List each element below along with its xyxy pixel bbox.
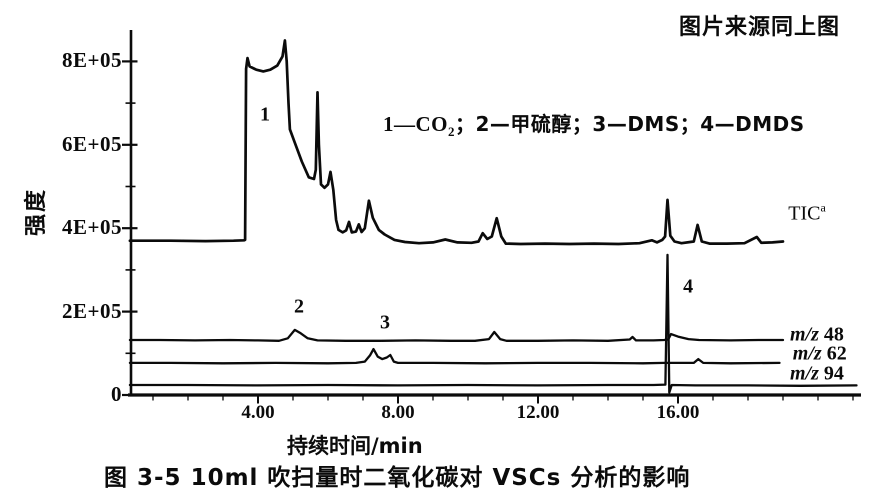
- trace-label-mz94: m/z 94: [790, 363, 844, 386]
- y-tick-label: 4E+05: [62, 215, 122, 240]
- legend-part-post: ；2—甲硫醇；3—DMS；4—DMDS: [455, 112, 805, 136]
- legend-part-pre: 1—CO: [383, 112, 448, 136]
- tic-text: TIC: [788, 202, 821, 225]
- mz-italic: m/z: [790, 323, 819, 346]
- x-tick-label: 8.00: [381, 402, 415, 423]
- mz-number: 62: [826, 342, 847, 365]
- trace-label-mz48: m/z 48: [790, 323, 844, 346]
- mz-number: 94: [823, 362, 844, 385]
- figure-caption: 图 3-5 10ml 吹扫量时二氧化碳对 VSCs 分析的影响: [104, 465, 691, 491]
- legend: 1—CO2；2—甲硫醇；3—DMS；4—DMDS: [383, 108, 805, 140]
- mz-number: 48: [823, 323, 844, 346]
- y-tick-label: 2E+05: [62, 298, 122, 323]
- x-tick-label: 12.00: [516, 402, 560, 423]
- x-tick-label: 16.00: [656, 402, 700, 423]
- peak-label-dms: 3: [380, 311, 391, 334]
- source-note: 图片来源同上图: [678, 15, 840, 40]
- peak-label-methanethiol: 2: [293, 295, 304, 318]
- y-tick-label: 8E+05: [62, 48, 122, 73]
- legend-co2-subscript: 2: [448, 124, 455, 140]
- tic-superscript-a: a: [820, 200, 826, 215]
- x-tick-label: 4.00: [241, 402, 275, 423]
- peak-label-dmds: 4: [683, 275, 694, 298]
- x-axis-title: 持续时间/min: [287, 434, 423, 458]
- mz-italic: m/z: [790, 362, 819, 385]
- trace-label-mz62: m/z 62: [793, 343, 847, 366]
- peak-label-co2: 1: [260, 103, 270, 126]
- y-tick-label: 0: [111, 382, 122, 406]
- y-tick-label: 6E+05: [62, 131, 122, 156]
- trace-label-tic: TICa: [788, 201, 826, 226]
- mz-italic: m/z: [792, 342, 822, 365]
